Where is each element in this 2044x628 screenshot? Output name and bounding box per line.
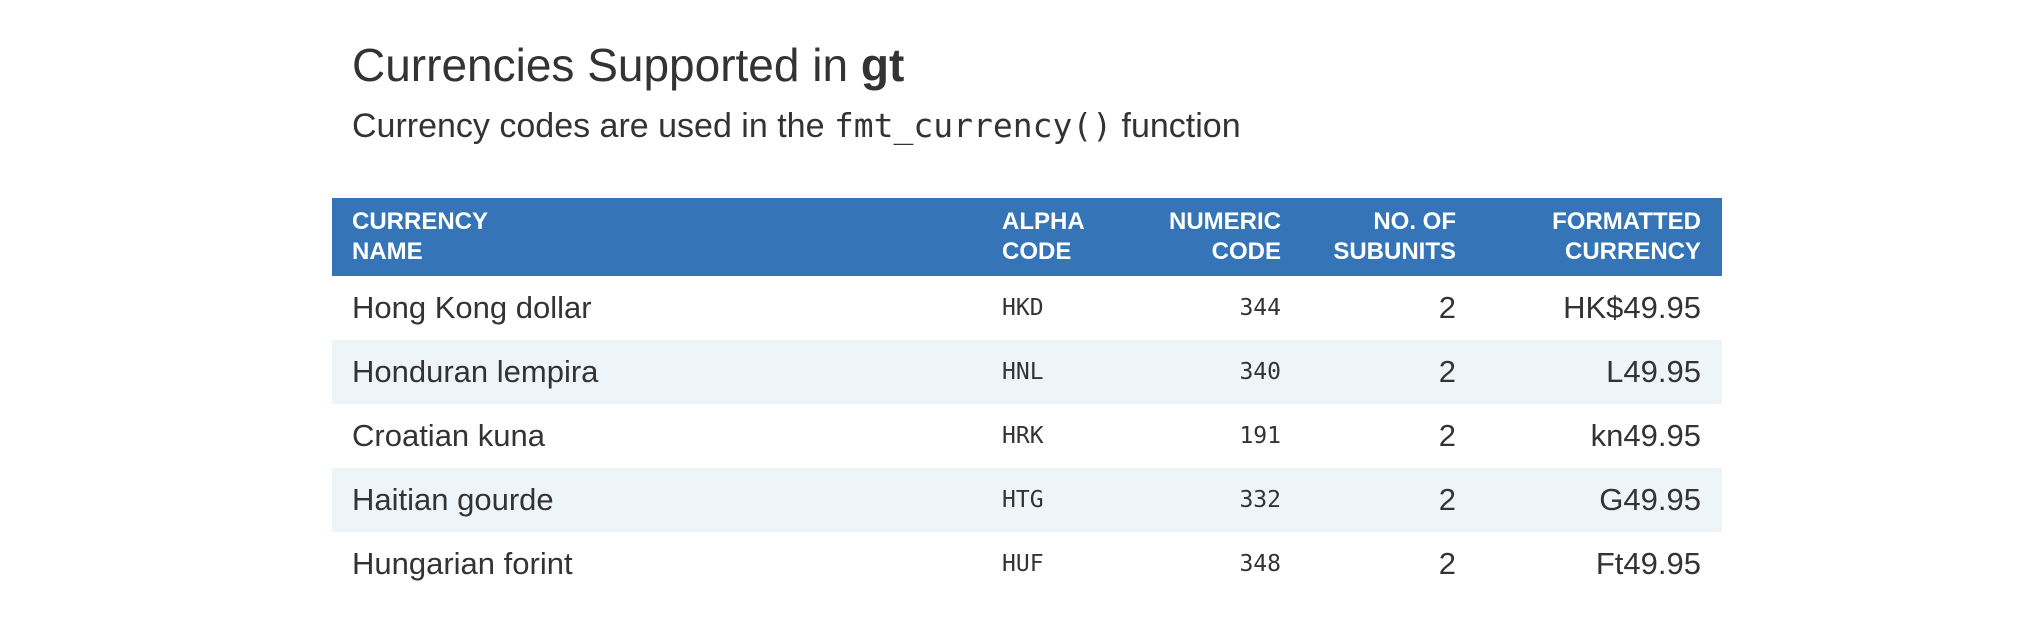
column-header: ALPHA CODE [1002,198,1130,276]
table-cell: HTG [1002,468,1130,532]
title-emphasis: gt [860,39,905,91]
table-cell: kn49.95 [1590,418,1701,453]
table-cell: HKD [1002,295,1044,321]
subtitle-code: fmt_currency() [833,106,1113,145]
subtitle-text: function [1112,107,1241,145]
table-cell: 348 [1239,551,1281,577]
table-cell: 2 [1438,418,1456,453]
table-cell: Ft49.95 [1595,546,1701,581]
header-line: NAME [352,238,423,265]
table-cell: Croatian kuna [352,418,546,453]
table-cell: HK$49.95 [1563,290,1701,325]
subtitle: Currency codes are used in the fmt_curre… [352,106,1241,146]
header-line: CODE [1211,238,1281,265]
table-row: Hungarian forint HUF 348 2 Ft49.95 [332,532,1722,596]
table-cell: L49.95 [1456,340,1722,404]
header-line: ALPHA [1002,208,1085,235]
table-cell: 2 [1281,340,1456,404]
table-cell: 344 [1239,295,1281,321]
header-line: NO. OF [1373,208,1456,235]
table-cell: 2 [1438,290,1456,325]
table-row: Hong Kong dollar HKD 344 2 HK$49.95 [332,276,1722,340]
table-cell: Haitian gourde [332,468,1002,532]
header-line: NUMERIC [1169,208,1281,235]
currency-table: CURRENCY NAME ALPHA CODE NUMERIC CODE NO. OF SU… [332,198,1722,596]
title: Currencies Supported in gt [352,38,904,92]
header-line: CURRENCY [352,208,489,235]
table-cell: Honduran lempira [332,340,1002,404]
table-cell: 191 [1239,423,1281,449]
column-header: NUMERIC CODE [1130,198,1281,276]
header-row: CURRENCY NAME ALPHA CODE NUMERIC CODE NO. OF SU… [332,198,1722,276]
table-row: Croatian kuna HRK 191 2 kn49.95 [332,404,1722,468]
table-cell: 2 [1438,546,1456,581]
table-row: Haitian gourde HTG 332 2 G49.95 [332,468,1722,532]
title-text: Currencies Supported in [352,39,861,91]
table-row: Honduran lempira HNL 340 2 L49.95 [332,340,1722,404]
table-cell: 2 [1281,468,1456,532]
table-cell: 332 [1130,468,1281,532]
table-cell: Hong Kong dollar [352,290,592,325]
column-header: FORMATTED CURRENCY [1456,198,1722,276]
header-line: SUBUNITS [1333,238,1456,265]
header-line: CURRENCY [1564,238,1701,265]
table-cell: G49.95 [1456,468,1722,532]
subtitle-text: Currency codes are used in the [352,107,834,145]
column-header: NO. OF SUBUNITS [1281,198,1456,276]
table-cell: 340 [1130,340,1281,404]
table-cell: HNL [1002,340,1130,404]
header-line: CODE [1002,238,1072,265]
table-cell: HUF [1002,551,1044,577]
header-line: FORMATTED [1552,208,1701,235]
table-cell: Hungarian forint [352,546,573,581]
table-cell: HRK [1002,423,1044,449]
column-header: CURRENCY NAME [332,198,1002,276]
table-body: Hong Kong dollar HKD 344 2 HK$49.95 Honduran … [332,276,1722,596]
